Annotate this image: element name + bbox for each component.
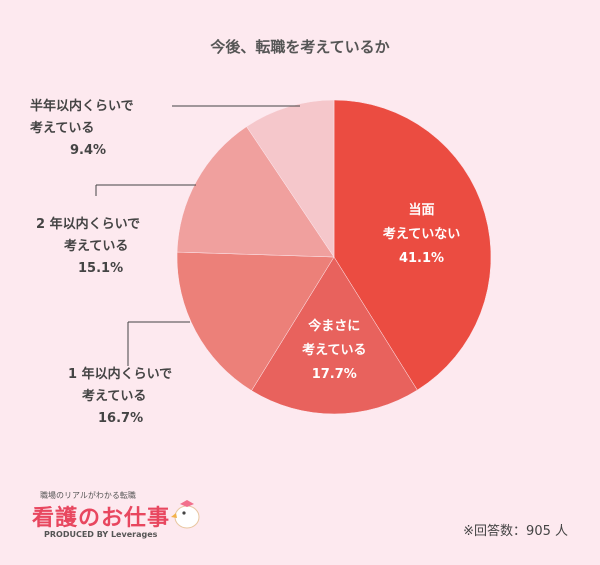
chart-title: 今後、転職を考えているか [210,38,390,56]
pie-slice [246,99,335,258]
logo-produced-by: PRODUCED BY Leverages [44,530,158,539]
slice-value: 15.1% [78,261,124,276]
slice-value: 17.7% [312,367,357,382]
slice-label-line: 考えている [82,389,147,404]
slice-label-line: 考えている [302,342,366,358]
slice-value: 16.7% [98,411,144,426]
pie-slice [176,251,335,391]
slice-label-line: 今まさに [307,318,360,334]
leader-line [127,321,190,366]
logo-name: 看護のお仕事 [32,506,171,531]
slice-label-line: 考えている [64,239,129,254]
slice-label-line: 考えている [30,121,95,136]
slice-label-line: 1 年以内くらいで [68,367,173,382]
slice-label-line: 半年以内くらいで [30,99,134,114]
bird-mascot-icon [171,500,200,529]
slice-label-half-year: 半年以内くらいで 考えている 9.4% [30,96,134,162]
slice-label-two-years: 2 年以内くらいで 考えている 15.1% [36,214,140,280]
slice-label-line: 考えていない [383,226,460,242]
response-count-note: ※回答数：905 人 [463,524,568,539]
slice-value: 41.1% [399,251,444,266]
pie-slice [333,99,492,391]
slice-label-line: 当面 [409,202,435,218]
logo-tagline: 職場のリアルがわかる転職 [40,491,136,500]
logo: 職場のリアルがわかる転職 看護のお仕事 PRODUCED BY Leverage… [32,490,202,548]
pie-slice [176,126,335,258]
slice-label-one-year: 1 年以内くらいで 考えている 16.7% [68,364,172,430]
slice-label-line: 2 年以内くらいで [36,217,141,232]
slice-value: 9.4% [70,143,107,158]
leader-line [95,184,196,196]
pie-slice [251,256,418,415]
